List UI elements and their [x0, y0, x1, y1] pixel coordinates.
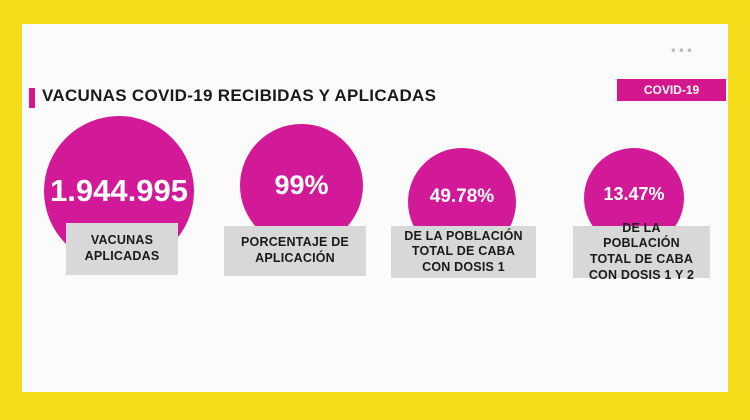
covid-badge: COVID-19	[617, 79, 726, 101]
title-accent-bar	[29, 88, 35, 108]
menu-dots-icon: •••	[669, 44, 694, 58]
stat-label: DE LA POBLACIÓN TOTAL DE CABA CON DOSIS …	[573, 221, 710, 282]
stat-value: 13.47%	[603, 184, 665, 204]
stat-value: 49.78%	[429, 186, 495, 207]
page-title: VACUNAS COVID-19 RECIBIDAS Y APLICADAS	[42, 86, 437, 105]
stat-value: 99%	[274, 170, 329, 200]
stat-label: DE LA POBLACIÓN TOTAL DE CABA CON DOSIS …	[391, 226, 536, 278]
stat-label: PORCENTAJE DE APLICACIÓN	[224, 226, 366, 276]
stat-value: 1.944.995	[50, 173, 188, 208]
stat-label: VACUNAS APLICADAS	[66, 223, 178, 275]
